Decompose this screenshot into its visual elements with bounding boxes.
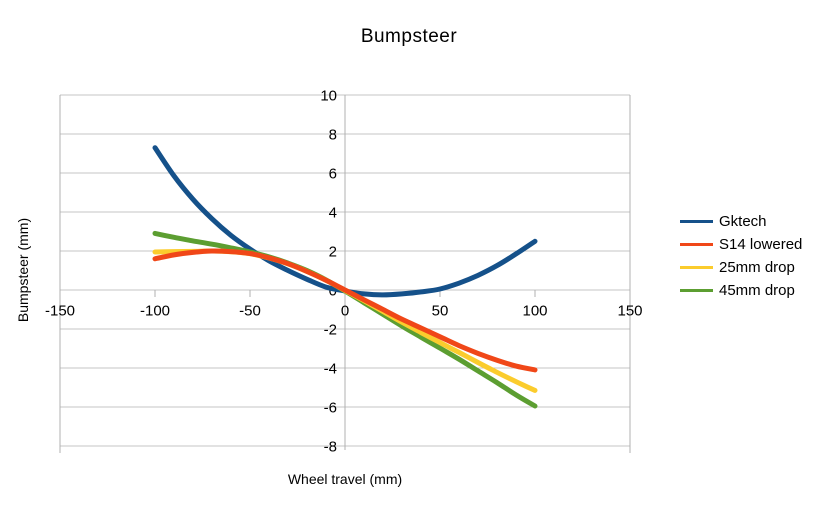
y-tick-label: 10 [320, 87, 337, 104]
x-tick-label: -150 [45, 302, 75, 319]
legend-item-45mm-drop: 45mm drop [680, 279, 802, 302]
legend-line-swatch [680, 266, 713, 269]
chart-title: Bumpsteer [360, 26, 458, 47]
x-tick-label: 50 [432, 302, 449, 319]
y-tick-label: -6 [324, 399, 337, 416]
legend-item-25mm-drop: 25mm drop [680, 256, 802, 279]
legend-label: 45mm drop [719, 282, 795, 299]
series-line-s14-lowered [152, 248, 538, 373]
y-tick-label: 2 [329, 243, 337, 260]
x-tick-label: -100 [140, 302, 170, 319]
y-tick-label: 8 [329, 126, 337, 143]
x-tick-label: 0 [341, 302, 349, 319]
legend-line-swatch [680, 220, 713, 223]
legend-item-s14-lowered: S14 lowered [680, 233, 802, 256]
legend-line-swatch [680, 289, 713, 292]
x-tick-label: -50 [239, 302, 261, 319]
legend-label: 25mm drop [719, 259, 795, 276]
legend: Gktech S14 lowered 25mm drop 45mm drop [680, 210, 802, 302]
legend-line-swatch [680, 243, 713, 246]
y-tick-label: -4 [324, 360, 337, 377]
legend-label: S14 lowered [719, 236, 803, 253]
y-tick-label: 4 [329, 204, 337, 221]
y-axis-title: Bumpsteer (mm) [15, 217, 31, 323]
x-tick-label: 150 [617, 302, 642, 319]
x-tick-label: 100 [522, 302, 547, 319]
legend-item-gktech: Gktech [680, 210, 802, 233]
y-tick-label: -8 [324, 438, 337, 455]
legend-label: Gktech [719, 213, 767, 230]
y-tick-label: 6 [329, 165, 337, 182]
x-axis-title: Wheel travel (mm) [287, 471, 403, 487]
y-tick-label: -2 [324, 321, 337, 338]
